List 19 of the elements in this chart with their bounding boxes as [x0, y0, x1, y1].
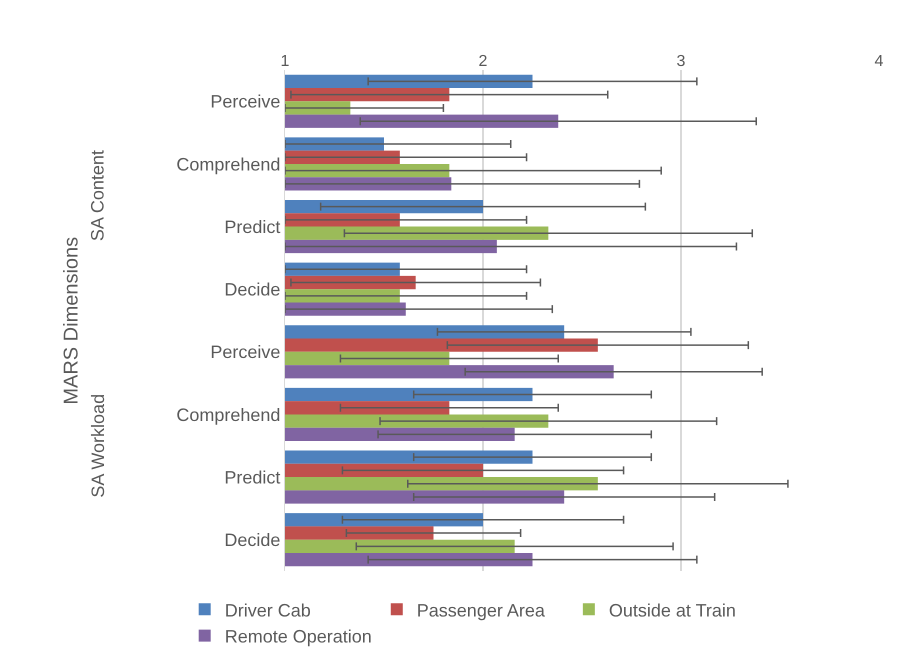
x-tick-label: 2 [478, 52, 488, 70]
y-axis-title: MARS Dimensions [60, 236, 83, 405]
y-tick-label: Predict [224, 467, 280, 488]
x-tick-label: 4 [874, 52, 884, 70]
x-tick-label: 3 [676, 52, 686, 70]
y-tick-label: Decide [224, 279, 280, 300]
y-tick-label: Perceive [210, 342, 280, 362]
y-tick-label: Predict [224, 216, 280, 237]
legend-label: Outside at Train [608, 600, 736, 620]
x-tick-label: 1 [280, 52, 290, 70]
legend-label: Remote Operation [224, 626, 372, 647]
y-tick-label: Comprehend [176, 404, 280, 425]
y-tick-label: Decide [224, 530, 280, 550]
text: SA Workload [88, 394, 108, 498]
y-tick-label: Comprehend [176, 154, 280, 174]
legend-label: Driver Cab [224, 600, 311, 620]
y-tick-label: Perceive [210, 92, 280, 112]
text: SA Content [88, 150, 108, 242]
legend-label: Passenger Area [416, 600, 546, 620]
